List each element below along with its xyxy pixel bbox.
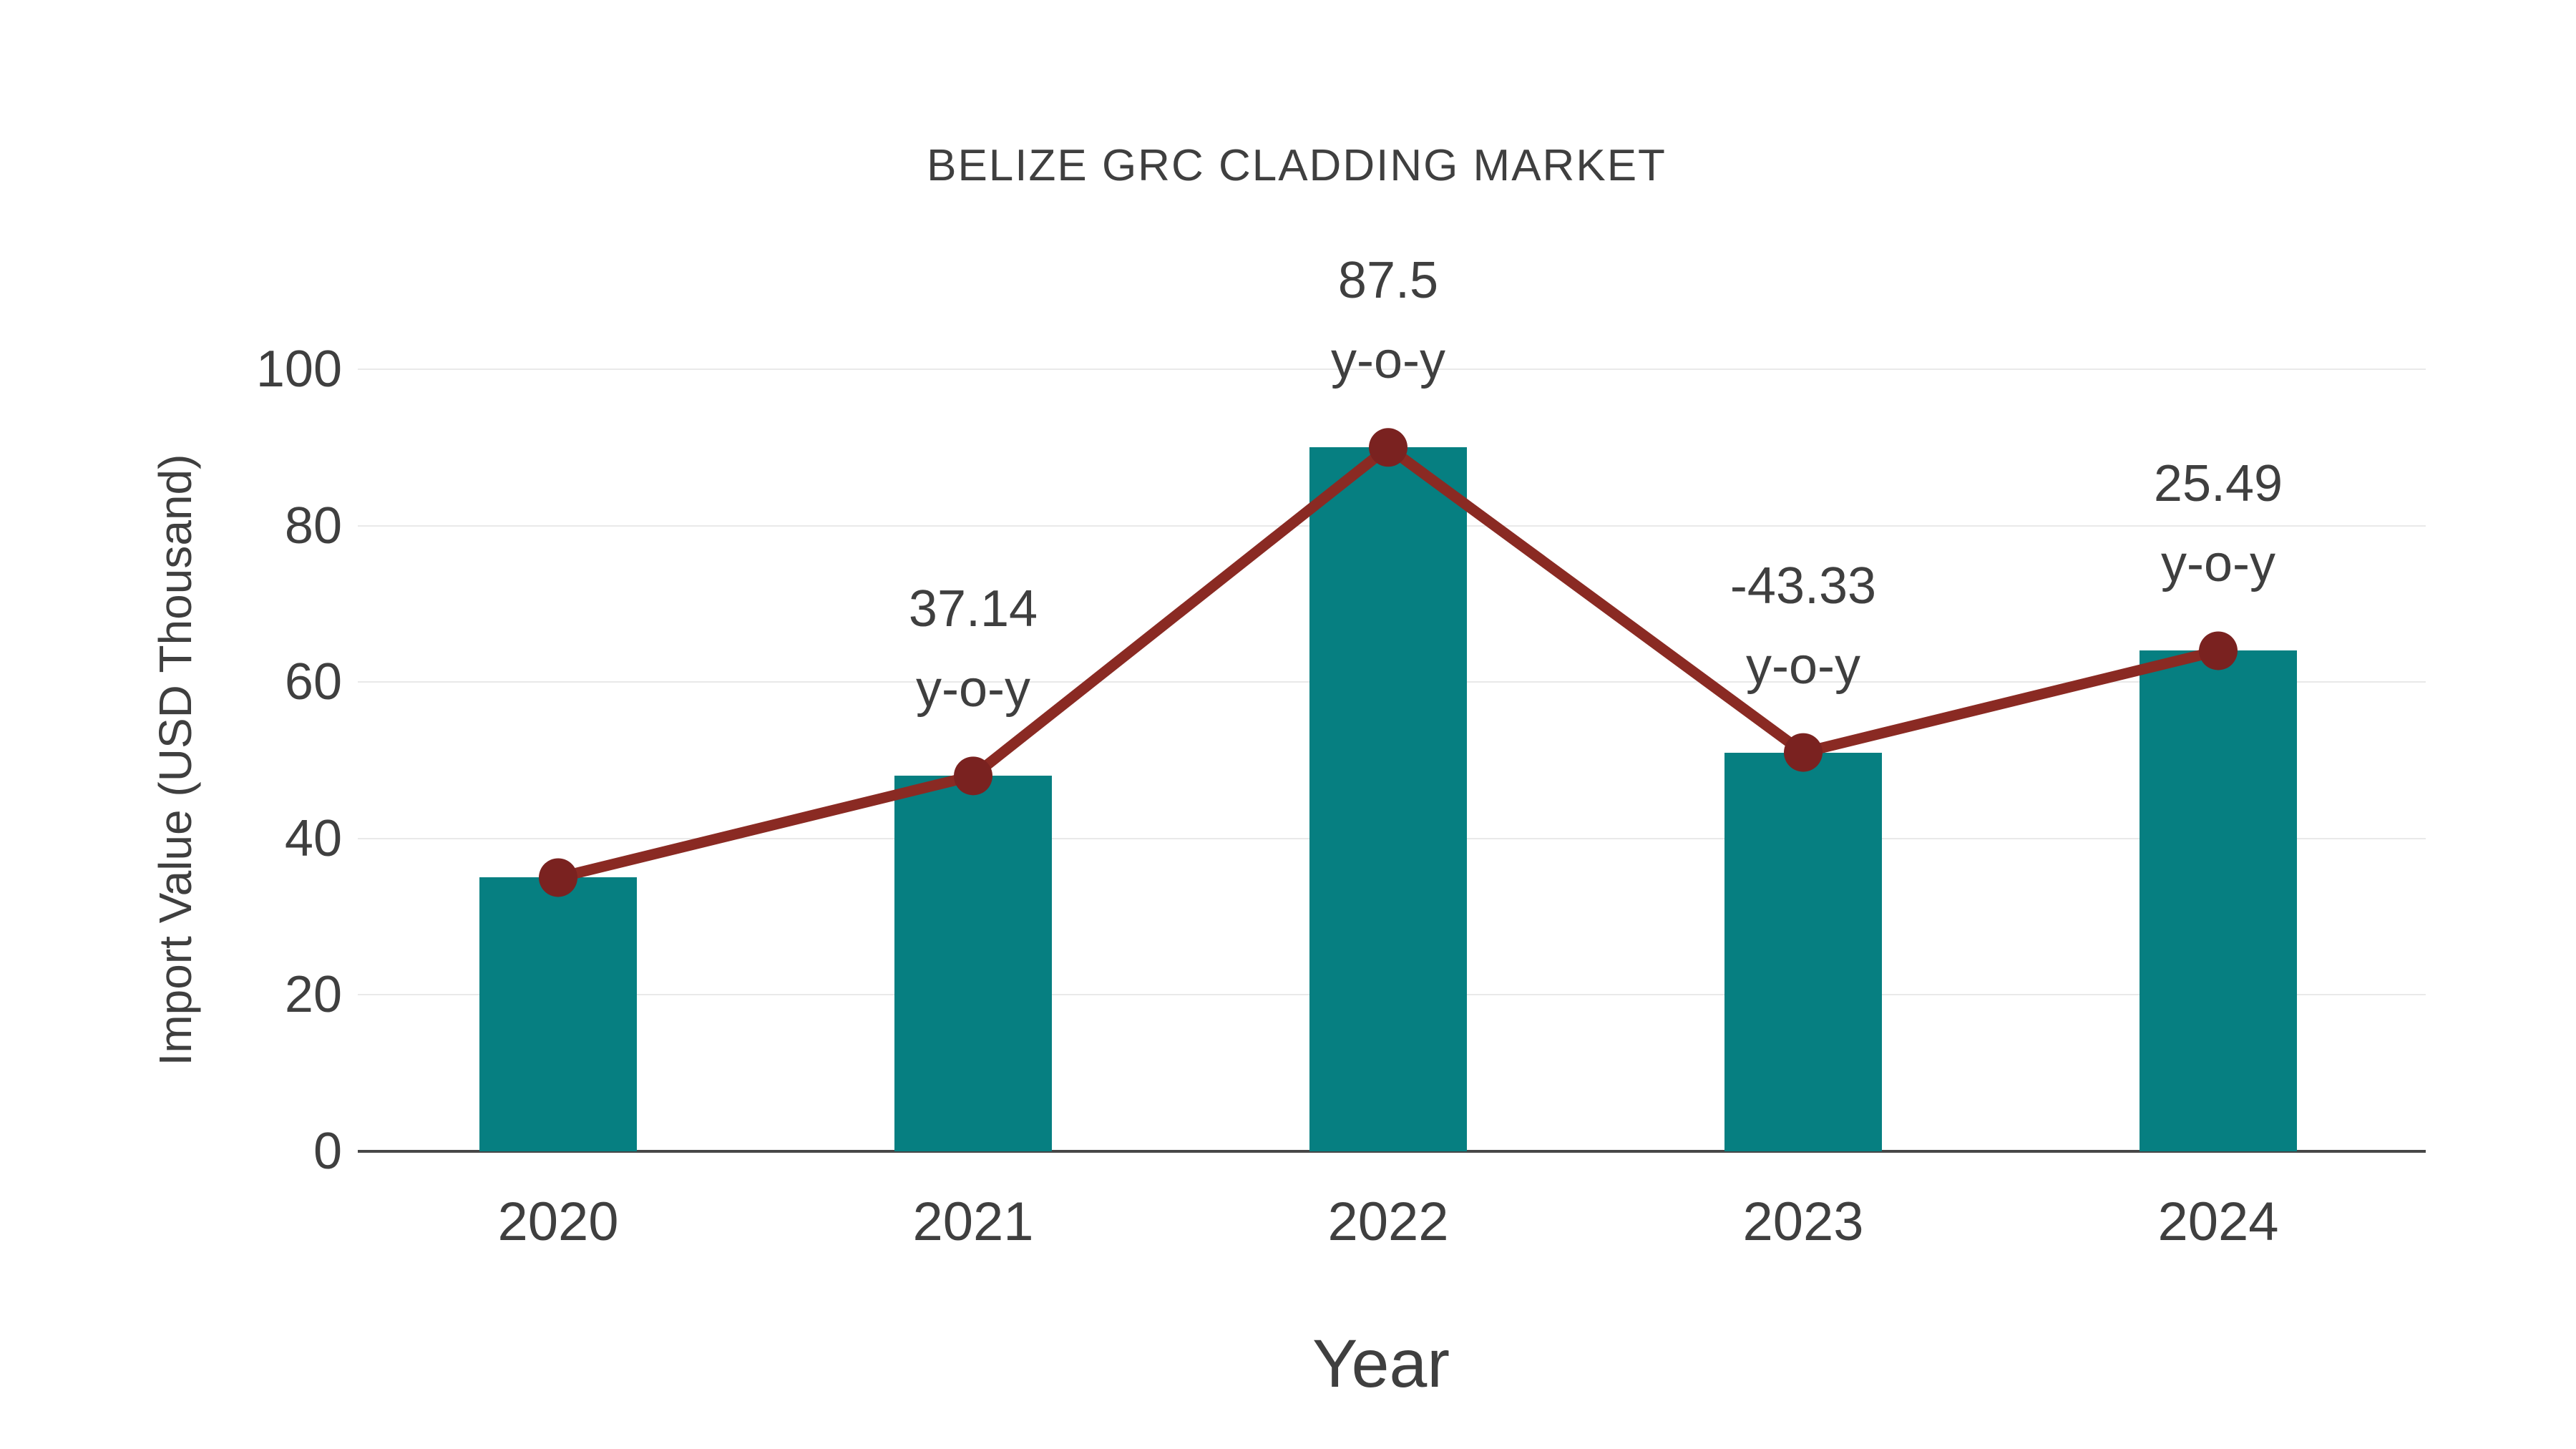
x-axis-line bbox=[358, 1150, 2426, 1153]
yoy-annotation-suffix: y-o-y bbox=[916, 660, 1030, 718]
yoy-annotation-value: 25.49 bbox=[2153, 455, 2283, 513]
x-tick-label-2020: 2020 bbox=[497, 1191, 619, 1252]
x-axis-title: Year bbox=[1312, 1326, 1450, 1402]
chart-title: BELIZE GRC CLADDING MARKET bbox=[927, 141, 1667, 190]
y-tick-label: 20 bbox=[284, 966, 342, 1024]
yoy-annotation-2022: 87.5 y-o-y bbox=[1159, 240, 1617, 401]
x-tick-label-2021: 2021 bbox=[912, 1191, 1034, 1252]
y-tick-label: 0 bbox=[313, 1123, 342, 1180]
x-tick-label-2023: 2023 bbox=[1742, 1191, 1864, 1252]
y-tick-label: 60 bbox=[284, 653, 342, 711]
yoy-annotation-suffix: y-o-y bbox=[1746, 637, 1860, 695]
yoy-annotation-value: 37.14 bbox=[908, 580, 1038, 638]
bar-2020 bbox=[479, 877, 637, 1151]
x-tick-label-2022: 2022 bbox=[1327, 1191, 1449, 1252]
yoy-annotation-suffix: y-o-y bbox=[2161, 535, 2275, 593]
bar-2023 bbox=[1724, 752, 1882, 1151]
gridline-y100 bbox=[358, 369, 2426, 370]
yoy-annotation-value: -43.33 bbox=[1729, 557, 1877, 615]
bar-2022 bbox=[1309, 447, 1467, 1151]
y-tick-label: 40 bbox=[284, 809, 342, 867]
x-tick-label-2024: 2024 bbox=[2157, 1191, 2279, 1252]
y-tick-label: 80 bbox=[284, 497, 342, 555]
bar-2021 bbox=[894, 776, 1052, 1151]
yoy-annotation-suffix: y-o-y bbox=[1331, 332, 1445, 390]
yoy-annotation-2021: 37.14 y-o-y bbox=[744, 569, 1202, 729]
y-tick-label: 100 bbox=[255, 341, 342, 398]
yoy-annotation-2024: 25.49 y-o-y bbox=[1989, 444, 2447, 604]
yoy-annotation-2023: -43.33 y-o-y bbox=[1574, 546, 2032, 706]
bar-2024 bbox=[2140, 650, 2297, 1151]
yoy-annotation-value: 87.5 bbox=[1337, 252, 1439, 310]
